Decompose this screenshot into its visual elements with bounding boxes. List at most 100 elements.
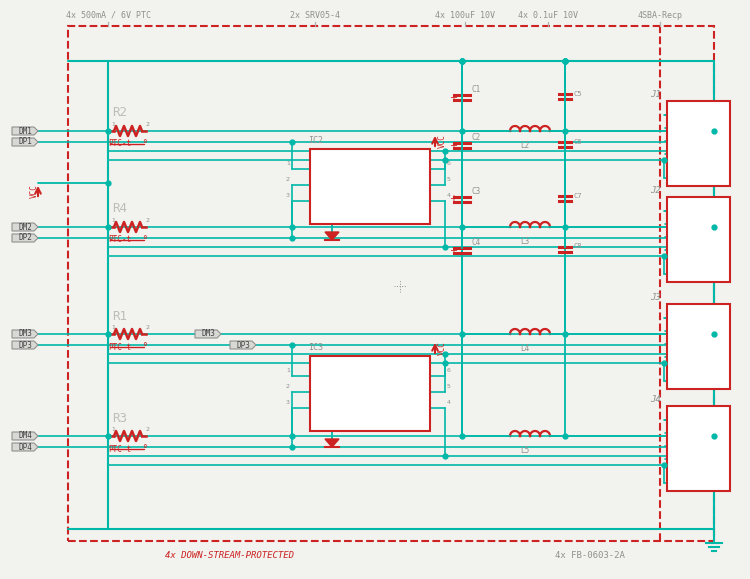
Text: 2: 2 <box>145 218 149 223</box>
Text: 5: 5 <box>670 276 674 280</box>
Text: VCC: VCC <box>438 134 447 148</box>
Text: 03: 03 <box>670 444 677 449</box>
Text: 2: 2 <box>145 427 149 432</box>
Text: 02: 02 <box>670 431 677 435</box>
Text: SHIELD: SHIELD <box>683 478 711 488</box>
Text: 04: 04 <box>670 247 677 252</box>
Text: L3: L3 <box>520 237 530 246</box>
Text: +: + <box>449 245 457 255</box>
Text: I/O: I/O <box>315 372 328 380</box>
Text: L2: L2 <box>520 141 530 150</box>
Polygon shape <box>230 341 256 349</box>
Text: J1: J1 <box>650 90 661 99</box>
Text: VCC: VCC <box>681 313 694 323</box>
Text: C4: C4 <box>472 238 482 247</box>
Text: DP3: DP3 <box>236 340 250 350</box>
Text: 6: 6 <box>447 161 451 166</box>
Text: C8: C8 <box>573 244 581 250</box>
Text: C2: C2 <box>472 134 482 142</box>
Text: 1: 1 <box>111 427 115 432</box>
Bar <box>68 26 714 541</box>
Polygon shape <box>12 223 38 231</box>
Text: 4SBA-Recp: 4SBA-Recp <box>638 11 682 20</box>
Text: REF1: REF1 <box>402 387 421 397</box>
Text: R4: R4 <box>112 203 127 215</box>
Text: J2: J2 <box>650 186 661 195</box>
Bar <box>667 304 730 389</box>
Text: GND: GND <box>681 455 694 464</box>
Text: 01: 01 <box>670 417 677 423</box>
Text: 02: 02 <box>670 328 677 334</box>
Text: VCC: VCC <box>30 184 39 198</box>
Text: DP4: DP4 <box>18 442 32 452</box>
Text: S: S <box>670 170 674 175</box>
Text: DM1: DM1 <box>18 126 32 135</box>
Text: 04: 04 <box>670 152 677 156</box>
Text: 01: 01 <box>670 112 677 118</box>
Text: GND: GND <box>681 353 694 361</box>
Text: 4x 0.1uF 10V: 4x 0.1uF 10V <box>518 11 578 20</box>
Text: I/O2: I/O2 <box>315 404 334 412</box>
Text: IO3: IO3 <box>402 404 416 412</box>
Text: x2: x2 <box>677 481 683 486</box>
Polygon shape <box>12 443 38 451</box>
Text: SHIELD: SHIELD <box>683 174 711 182</box>
Text: 02: 02 <box>670 222 677 226</box>
Text: °: ° <box>142 235 147 245</box>
Polygon shape <box>12 234 38 242</box>
Text: x2: x2 <box>677 175 683 181</box>
Text: IC2: IC2 <box>308 136 323 145</box>
Text: IO4: IO4 <box>402 372 416 380</box>
Text: SHIELD: SHIELD <box>683 269 711 278</box>
Text: GND: GND <box>681 149 694 159</box>
Text: 03: 03 <box>670 342 677 346</box>
Text: DM3: DM3 <box>201 329 215 339</box>
Text: x2: x2 <box>677 272 683 277</box>
Text: 4x 100uF 10V: 4x 100uF 10V <box>435 11 495 20</box>
Text: 04: 04 <box>670 354 677 360</box>
Text: 4x 500mA / 6V PTC: 4x 500mA / 6V PTC <box>65 11 151 20</box>
Text: 3: 3 <box>286 193 290 198</box>
Text: GND: GND <box>681 245 694 255</box>
Text: D++: D++ <box>681 137 694 145</box>
Text: 1: 1 <box>286 368 290 373</box>
Text: S: S <box>670 475 674 481</box>
Text: 1: 1 <box>286 161 290 166</box>
Text: 6RV05-4 - ESD Protection: 6RV05-4 - ESD Protection <box>319 151 421 157</box>
Text: +: + <box>449 141 457 151</box>
Polygon shape <box>325 232 339 240</box>
Text: °: ° <box>142 444 147 454</box>
Text: 2: 2 <box>145 122 149 127</box>
Text: 2: 2 <box>145 325 149 330</box>
Text: 2x SRV05-4: 2x SRV05-4 <box>290 11 340 20</box>
Text: C3: C3 <box>472 187 482 196</box>
Text: 03: 03 <box>670 138 677 144</box>
Text: DM3: DM3 <box>18 329 32 339</box>
Text: R2: R2 <box>112 107 127 119</box>
Text: D-: D- <box>681 327 690 335</box>
Text: SHIELD: SHIELD <box>683 376 711 386</box>
Text: DM4: DM4 <box>18 431 32 441</box>
Text: 3: 3 <box>286 400 290 405</box>
Text: IC3: IC3 <box>308 343 323 352</box>
Text: °: ° <box>142 139 147 149</box>
Text: IO3: IO3 <box>402 196 416 206</box>
Text: 4: 4 <box>447 400 451 405</box>
Text: I/O2: I/O2 <box>315 196 334 206</box>
Text: x2: x2 <box>677 379 683 383</box>
Text: 5: 5 <box>447 384 451 389</box>
Text: D++: D++ <box>681 442 694 450</box>
Polygon shape <box>195 330 221 338</box>
Text: J3: J3 <box>650 293 661 302</box>
Text: 5: 5 <box>670 485 674 489</box>
Text: PTC-t: PTC-t <box>108 236 131 244</box>
Text: °: ° <box>142 342 147 352</box>
Text: PTC-t: PTC-t <box>108 343 131 351</box>
Text: 5: 5 <box>447 177 451 182</box>
Text: C7: C7 <box>573 192 581 199</box>
Text: C1: C1 <box>472 86 482 94</box>
Text: DM2: DM2 <box>18 222 32 232</box>
Text: D++: D++ <box>681 233 694 241</box>
Text: 03: 03 <box>670 234 677 240</box>
Text: D-: D- <box>681 123 690 133</box>
